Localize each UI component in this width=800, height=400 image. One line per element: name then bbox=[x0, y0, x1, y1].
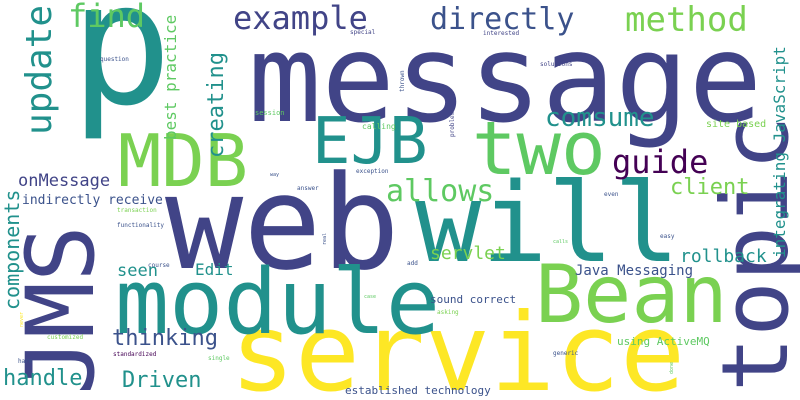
word-even: even bbox=[604, 191, 619, 198]
word-done: done bbox=[669, 361, 675, 374]
word-allows: allows bbox=[386, 174, 495, 209]
word-transaction: transaction bbox=[117, 207, 157, 214]
word-components: components bbox=[0, 189, 24, 310]
word-onmessage: onMessage bbox=[18, 171, 111, 191]
word-module: module bbox=[115, 250, 441, 355]
word-will: will bbox=[415, 159, 680, 287]
word-guide: guide bbox=[612, 143, 709, 181]
word-rollback: rollback bbox=[680, 246, 767, 267]
word-way: way bbox=[270, 172, 280, 178]
word-example: example bbox=[233, 0, 368, 37]
word-web: web bbox=[165, 147, 400, 299]
word-java-messaging: Java Messaging bbox=[575, 263, 694, 279]
word-thrown: thrown bbox=[399, 70, 406, 92]
word-integrating-javascript: integrating JavaScript bbox=[770, 46, 789, 258]
word-thinking: thinking bbox=[112, 326, 218, 351]
word-client: client bbox=[670, 175, 750, 200]
word-problem: problem bbox=[449, 111, 456, 137]
word-mdb: MDB bbox=[118, 119, 249, 203]
word-two: two bbox=[472, 106, 606, 192]
word-edit: Edit bbox=[195, 260, 234, 279]
word-generic: generic bbox=[553, 350, 579, 357]
word-site-based: site based bbox=[706, 119, 767, 130]
word-answer: answer bbox=[297, 185, 319, 192]
word-customized: customized bbox=[47, 334, 84, 341]
word-never: never bbox=[19, 311, 25, 327]
word-session: session bbox=[255, 109, 285, 117]
word-interested: interested bbox=[483, 30, 520, 37]
word-update: update bbox=[19, 4, 60, 135]
word-add: add bbox=[407, 260, 418, 267]
word-calling: calling bbox=[362, 122, 396, 131]
word-service: service bbox=[230, 291, 686, 400]
word-solutions: solutions bbox=[540, 61, 573, 68]
word-functionality: functionality bbox=[117, 222, 164, 229]
word-real: real bbox=[322, 232, 328, 245]
word-creating: creating bbox=[204, 52, 229, 158]
word-standardized: standardized bbox=[113, 351, 157, 358]
word-servlet: servlet bbox=[430, 243, 506, 264]
word-directly: directly bbox=[430, 2, 575, 37]
word-seen: seen bbox=[117, 261, 158, 281]
word-established-technology: established technology bbox=[345, 384, 491, 397]
word-exception: exception bbox=[356, 168, 389, 175]
word-single: single bbox=[208, 355, 230, 362]
word-easy: easy bbox=[660, 233, 675, 240]
word-p: p bbox=[70, 0, 173, 144]
word-special: special bbox=[350, 29, 376, 36]
word-ejb: EJB bbox=[312, 105, 428, 179]
word-question: question bbox=[100, 56, 129, 63]
word-best-practice: best practice bbox=[161, 14, 180, 140]
word-case: case bbox=[364, 294, 377, 300]
word-sound-correct: sound correct bbox=[430, 293, 517, 306]
word-find: find bbox=[68, 0, 146, 35]
word-calls: calls bbox=[553, 239, 569, 245]
word-driven: Driven bbox=[122, 368, 202, 393]
word-asking: asking bbox=[437, 309, 459, 316]
word-bean: Bean bbox=[535, 248, 728, 341]
word-comsume: comsume bbox=[545, 103, 655, 133]
word-indirectly-receive: indirectly receive bbox=[22, 193, 163, 208]
word-message: message bbox=[248, 8, 763, 150]
word-harm: harm bbox=[18, 358, 33, 365]
word-using-activemq: using ActiveMQ bbox=[617, 335, 710, 348]
word-course: course bbox=[148, 262, 170, 269]
word-handle: handle bbox=[3, 366, 83, 391]
word-method: method bbox=[625, 0, 748, 40]
